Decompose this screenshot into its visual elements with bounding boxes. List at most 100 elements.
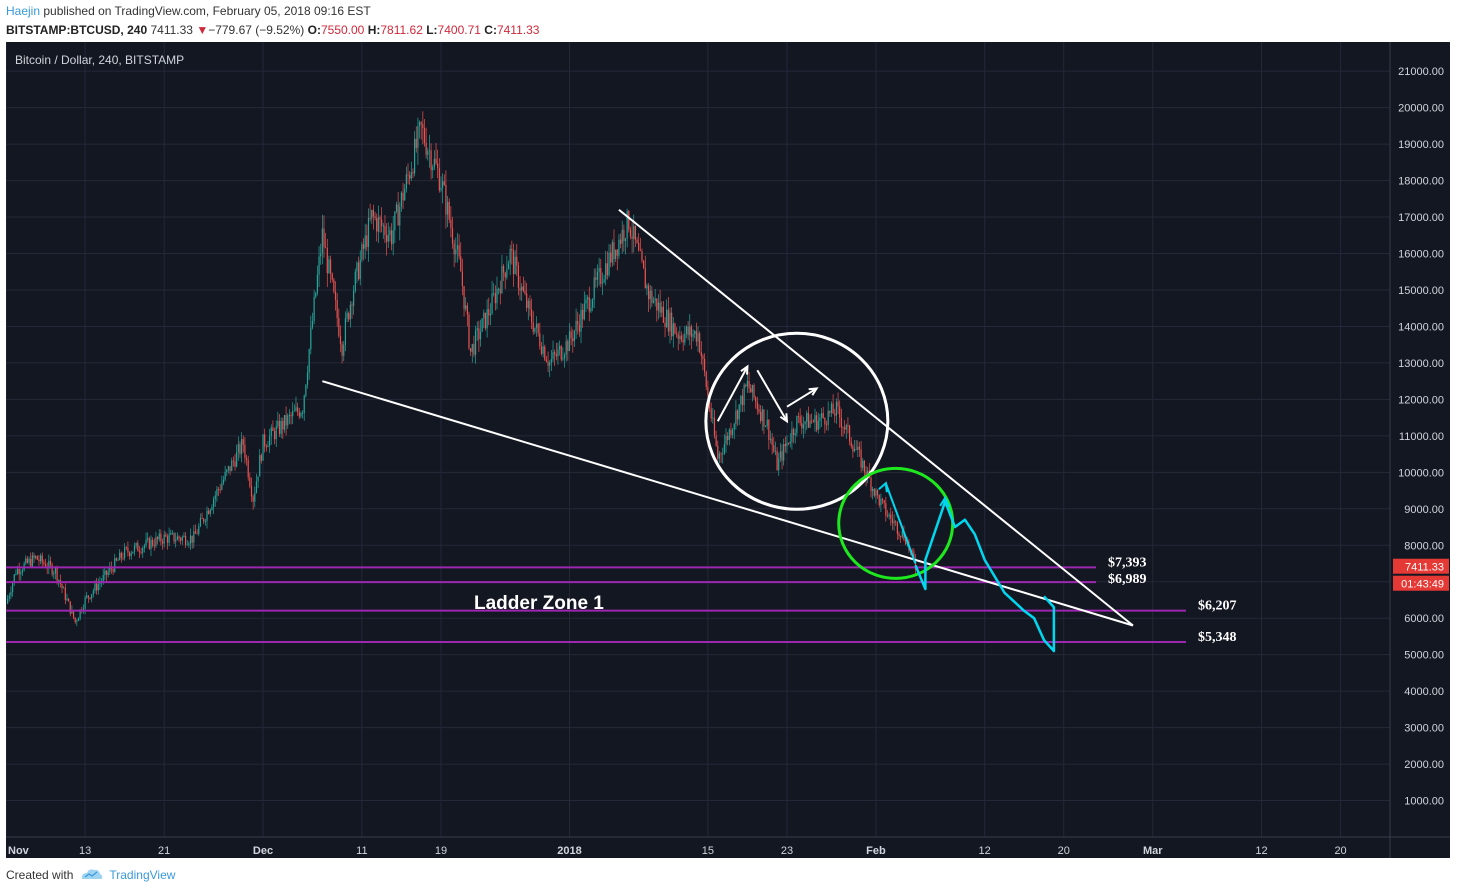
candle-body [417,125,419,148]
candle-body [170,533,172,535]
candle-body [392,230,394,245]
candle-body [855,449,857,450]
candle-body [109,567,111,572]
y-tick-label: 4000.00 [1404,686,1444,698]
support-level-label: $6,989 [1108,572,1147,587]
candle-body [152,539,154,546]
candle-body [298,411,300,417]
candle-body [423,128,426,143]
candle-body [366,235,368,248]
candle-body [552,352,554,360]
chart-container[interactable]: 1000.00 2000.00 3000.00 4000.00 5000.00 6000.… [6,42,1450,858]
candle-body [450,219,452,229]
candle-body [585,299,587,304]
candle-body [7,598,9,604]
candle-body [606,263,608,276]
candle-body [598,268,600,272]
tradingview-link[interactable]: TradingView [109,868,176,882]
candle-body [275,426,277,440]
candle-body [51,564,53,575]
candle-body [662,306,664,323]
candle-body [700,352,702,357]
candles [7,111,917,627]
candle-body [357,262,360,280]
candle-body [128,552,131,557]
candle-body [596,271,599,280]
candle-body [87,595,89,598]
candle-body [269,435,271,446]
candle-body [242,439,244,445]
candle-body [656,298,658,311]
candle-body [646,285,648,289]
candle-body [679,335,681,339]
candle-body [872,488,874,492]
candle-body [265,446,267,448]
candle-body [410,172,412,179]
candle-body [254,492,256,502]
candle-body [362,244,365,249]
candle-body [595,277,597,280]
low-value: 7400.71 [437,23,481,37]
candle-body [160,533,162,542]
candle-body [320,253,322,257]
candle-body [372,209,375,217]
candle-body [341,343,343,356]
candle-body [677,334,679,339]
candle-body [671,312,673,337]
candle-body [615,249,617,260]
candle-body [415,138,417,148]
candle-body [379,217,381,220]
candle-body [15,573,17,575]
candle-body [634,225,636,240]
candle-body [189,535,192,544]
price-chart[interactable]: 1000.00 2000.00 3000.00 4000.00 5000.00 6000.… [6,42,1450,858]
candle-body [812,421,814,423]
candle-body [41,555,43,563]
candle-body [498,288,500,290]
candle-body [516,256,518,266]
candle-body [639,250,641,252]
y-tick-label: 18000.00 [1398,176,1444,188]
candle-body [684,333,686,343]
tradingview-logo-icon[interactable] [81,868,103,880]
candle-body [16,568,19,574]
author-link[interactable]: Haejin [6,4,41,18]
y-tick-label: 9000.00 [1404,504,1444,516]
candle-body [746,380,749,387]
candle-body [629,229,632,237]
y-tick-label: 19000.00 [1398,139,1444,151]
countdown-tag-bg [1393,575,1449,591]
candle-body [18,568,20,575]
candle-body [44,563,47,568]
candle-body [122,557,124,559]
candle-body [311,320,314,328]
chart-title: Bitcoin / Dollar, 240, BITSTAMP [15,53,184,67]
candle-body [638,242,640,251]
candle-body [130,553,132,557]
candle-body [753,384,755,398]
candle-body [445,184,447,215]
candle-body [501,266,503,294]
candle-body [343,344,345,356]
candle-body [316,274,318,293]
annotation-arrow [756,369,788,422]
candle-body [428,150,431,152]
candle-body [575,320,577,332]
candle-body [751,384,753,393]
y-tick-label: 11000.00 [1399,431,1444,443]
candle-body [301,413,304,414]
candle-body [91,594,93,599]
candle-body [418,122,421,126]
candle-body [636,239,638,243]
candle-body [77,618,80,621]
candle-body [356,262,358,272]
candle-body [165,534,167,537]
candle-body [732,429,734,435]
candle-body [386,234,388,242]
candle-body [530,309,533,323]
candle-body [344,318,347,345]
candle-body [66,598,68,601]
candle-body [361,244,363,260]
candle-body [766,419,768,427]
candle-body [26,558,29,563]
